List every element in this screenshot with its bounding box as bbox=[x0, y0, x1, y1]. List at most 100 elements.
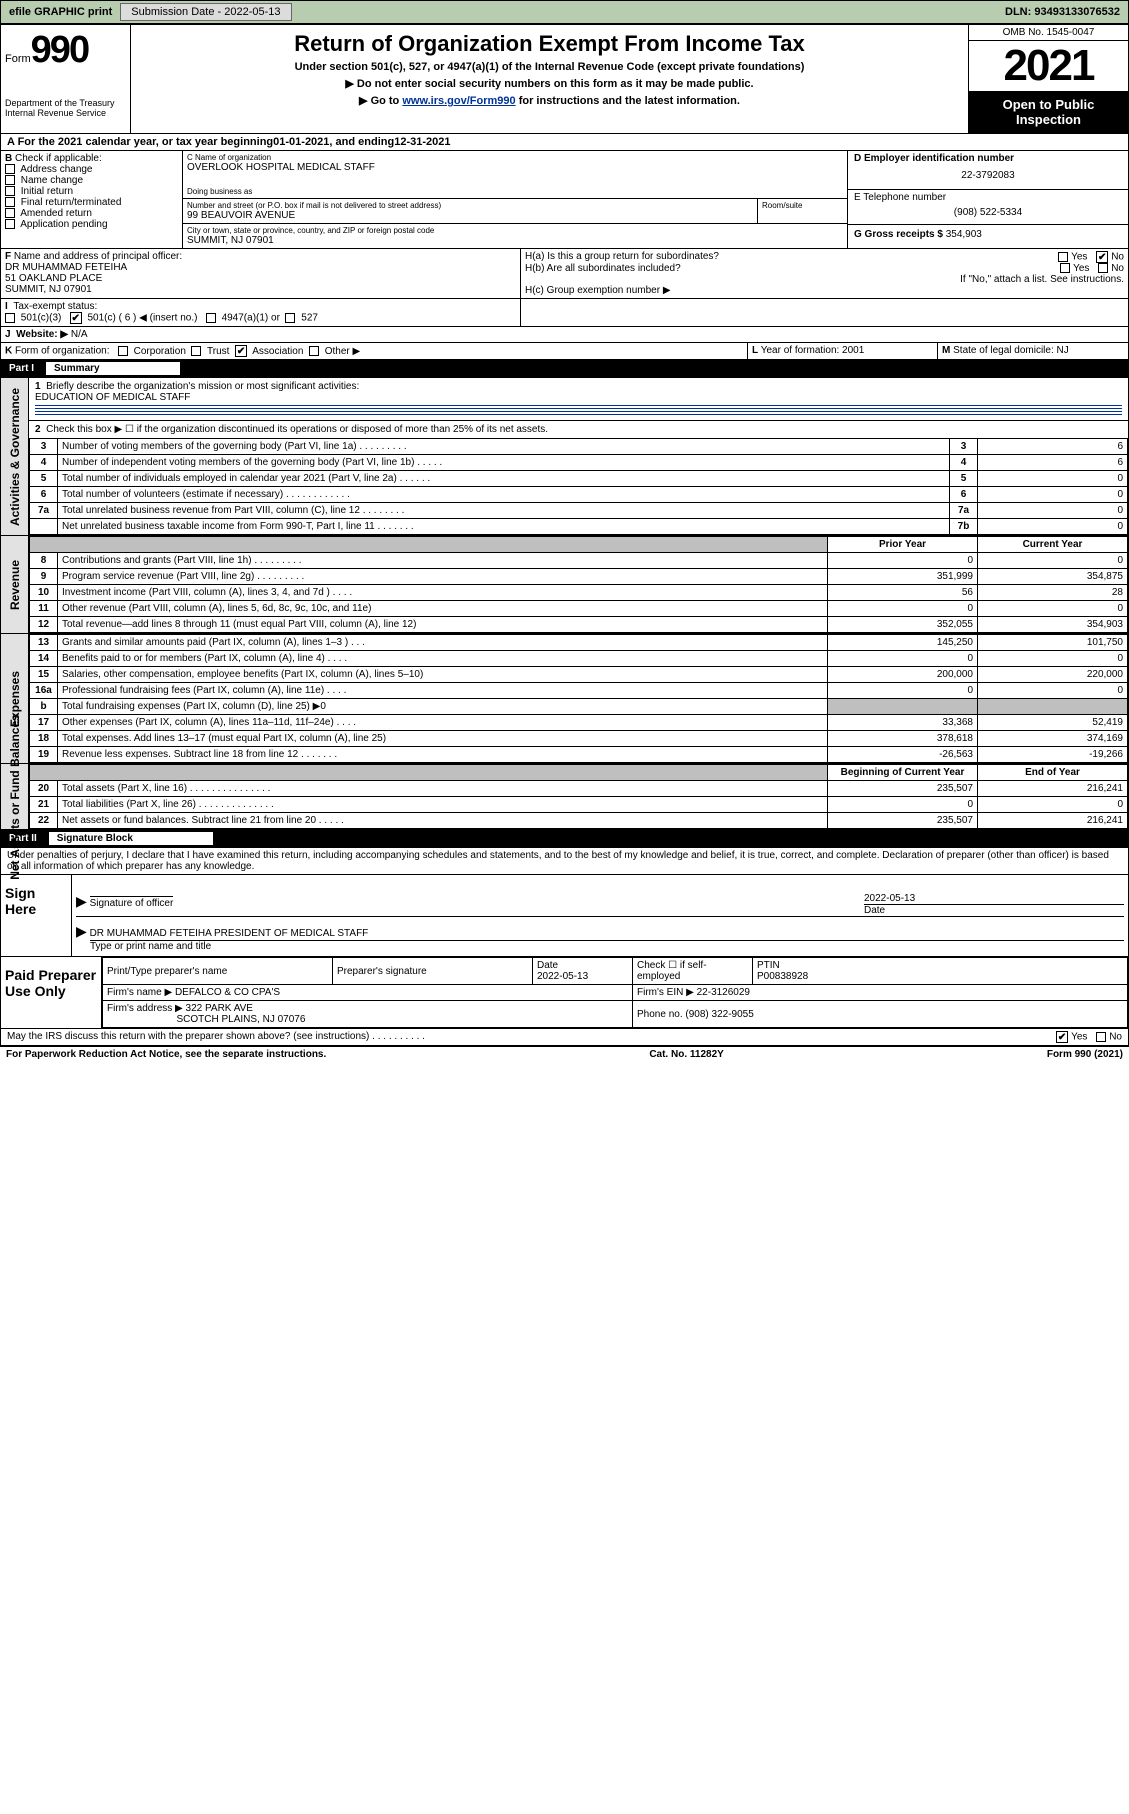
part2-title: Signature Block bbox=[49, 832, 213, 845]
ha-yes-checkbox[interactable] bbox=[1058, 252, 1068, 262]
efile-label: efile GRAPHIC print bbox=[9, 6, 112, 18]
hc-text: H(c) Group exemption number ▶ bbox=[525, 285, 1124, 296]
curr-year-hdr: Current Year bbox=[978, 537, 1128, 553]
submission-date-button[interactable]: Submission Date - 2022-05-13 bbox=[120, 3, 291, 21]
expense-row: 16aProfessional fundraising fees (Part I… bbox=[30, 683, 1128, 699]
period-mid: , and ending bbox=[329, 136, 394, 148]
ha-checks: Yes ✔No bbox=[1052, 251, 1124, 263]
i-o3: 4947(a)(1) or bbox=[222, 313, 280, 324]
cat-no: Cat. No. 11282Y bbox=[649, 1049, 723, 1060]
i-o1: 501(c)(3) bbox=[21, 313, 62, 324]
expense-row: 14Benefits paid to or for members (Part … bbox=[30, 651, 1128, 667]
i-4947-checkbox[interactable] bbox=[206, 313, 216, 323]
netassets-section: Net Assets or Fund Balances Beginning of… bbox=[0, 764, 1129, 830]
revenue-row: 11Other revenue (Part VIII, column (A), … bbox=[30, 601, 1128, 617]
section-j: J Website: ▶ N/A bbox=[0, 327, 1129, 343]
form-header: Form990 Department of the Treasury Inter… bbox=[0, 24, 1129, 134]
firm-addr2: SCOTCH PLAINS, NJ 07076 bbox=[176, 1014, 305, 1025]
b-opt: Address change bbox=[5, 164, 178, 175]
part1-title: Summary bbox=[46, 362, 180, 375]
c-label: C Name of organization bbox=[187, 153, 843, 162]
section-i: I Tax-exempt status: 501(c)(3) ✔ 501(c) … bbox=[0, 299, 1129, 327]
hb-yes-checkbox[interactable] bbox=[1060, 263, 1070, 273]
k-opt-checkbox[interactable] bbox=[191, 346, 201, 356]
q1-text: Briefly describe the organization's miss… bbox=[46, 381, 359, 392]
dept-label: Department of the Treasury bbox=[5, 98, 126, 108]
ha-no-checkbox[interactable]: ✔ bbox=[1096, 251, 1108, 263]
sig-officer-label: Signature of officer bbox=[90, 896, 174, 909]
summary-row: Net unrelated business taxable income fr… bbox=[30, 519, 1128, 535]
form-subtitle: Under section 501(c), 527, or 4947(a)(1)… bbox=[137, 61, 962, 73]
discuss-no-checkbox[interactable] bbox=[1096, 1032, 1106, 1042]
paid-preparer-block: Paid Preparer Use Only Print/Type prepar… bbox=[0, 957, 1129, 1029]
e-label: E Telephone number bbox=[854, 192, 1122, 203]
b-opt-checkbox[interactable] bbox=[5, 175, 15, 185]
netassets-row: 22Net assets or fund balances. Subtract … bbox=[30, 813, 1128, 829]
city-value: SUMMIT, NJ 07901 bbox=[187, 235, 843, 246]
section-h: H(a) Is this a group return for subordin… bbox=[521, 249, 1128, 298]
end-year-hdr: End of Year bbox=[978, 765, 1128, 781]
header-mid: Return of Organization Exempt From Incom… bbox=[131, 25, 968, 133]
b-opt: Initial return bbox=[5, 186, 178, 197]
form-hint2: ▶ Go to www.irs.gov/Form990 for instruct… bbox=[137, 94, 962, 107]
q1-val: EDUCATION OF MEDICAL STAFF bbox=[35, 392, 190, 403]
b-opt: Final return/terminated bbox=[5, 197, 178, 208]
revenue-row: 12Total revenue—add lines 8 through 11 (… bbox=[30, 617, 1128, 633]
m-label: M bbox=[942, 345, 950, 356]
phone-value: (908) 522-5334 bbox=[854, 203, 1122, 222]
b-opt-checkbox[interactable] bbox=[5, 186, 15, 196]
q2-text: Check this box ▶ ☐ if the organization d… bbox=[46, 424, 548, 435]
pra-notice: For Paperwork Reduction Act Notice, see … bbox=[6, 1049, 326, 1060]
j-web: Website: ▶ bbox=[16, 329, 68, 340]
d-label: D Employer identification number bbox=[854, 153, 1122, 164]
bcdeg-block: B Check if applicable: Address change Na… bbox=[0, 151, 1129, 249]
form-title: Return of Organization Exempt From Incom… bbox=[137, 31, 962, 57]
b-opt: Application pending bbox=[5, 219, 178, 230]
firm-name: DEFALCO & CO CPA'S bbox=[175, 987, 280, 998]
ptin-label: PTIN bbox=[757, 960, 780, 971]
officer-addr1: 51 OAKLAND PLACE bbox=[5, 273, 102, 284]
k-opt-checkbox[interactable] bbox=[309, 346, 319, 356]
period-begin: 01-01-2021 bbox=[273, 136, 329, 148]
hb-no-checkbox[interactable] bbox=[1098, 263, 1108, 273]
sign-here-block: Sign Here ▶ Signature of officer 2022-05… bbox=[0, 875, 1129, 957]
firm-phone-label: Phone no. bbox=[637, 1009, 683, 1020]
dba-label: Doing business as bbox=[187, 187, 843, 196]
rev-vert-text: Revenue bbox=[8, 559, 22, 609]
klm-row: K Form of organization: Corporation Trus… bbox=[0, 343, 1129, 360]
b-opt-checkbox[interactable] bbox=[5, 208, 15, 218]
open-inspection: Open to Public Inspection bbox=[969, 91, 1128, 133]
expense-row: bTotal fundraising expenses (Part IX, co… bbox=[30, 699, 1128, 715]
summary-row: 6Total number of volunteers (estimate if… bbox=[30, 487, 1128, 503]
k-opt: Other ▶ bbox=[303, 346, 360, 357]
h-note: If "No," attach a list. See instructions… bbox=[525, 274, 1124, 285]
irs-link[interactable]: www.irs.gov/Form990 bbox=[402, 95, 515, 107]
part1-header: Part I Summary bbox=[0, 360, 1129, 378]
b-opt-checkbox[interactable] bbox=[5, 197, 15, 207]
gov-vertlabel: Activities & Governance bbox=[1, 378, 29, 535]
hb-text: H(b) Are all subordinates included? bbox=[525, 263, 681, 274]
k-opt-checkbox[interactable]: ✔ bbox=[235, 345, 247, 357]
netassets-row: 20Total assets (Part X, line 16) . . . .… bbox=[30, 781, 1128, 797]
form-prefix: Form bbox=[5, 53, 31, 65]
i-tax: Tax-exempt status: bbox=[13, 301, 97, 312]
firm-addr-label: Firm's address ▶ bbox=[107, 1003, 183, 1014]
header-right: OMB No. 1545-0047 2021 Open to Public In… bbox=[968, 25, 1128, 133]
revenue-row: 9Program service revenue (Part VIII, lin… bbox=[30, 569, 1128, 585]
officer-addr2: SUMMIT, NJ 07901 bbox=[5, 284, 92, 295]
period-row: A For the 2021 calendar year, or tax yea… bbox=[0, 134, 1129, 151]
period-prefix: A For the 2021 calendar year, or tax yea… bbox=[7, 136, 273, 148]
i-527-checkbox[interactable] bbox=[285, 313, 295, 323]
g-value: 354,903 bbox=[946, 229, 982, 240]
gov-vert-text: Activities & Governance bbox=[8, 387, 22, 525]
prior-year-hdr: Prior Year bbox=[828, 537, 978, 553]
i-501c-checkbox[interactable]: ✔ bbox=[70, 312, 82, 324]
i-501c3-checkbox[interactable] bbox=[5, 313, 15, 323]
part2-header: Part II Signature Block bbox=[0, 830, 1129, 848]
discuss-yes-checkbox[interactable]: ✔ bbox=[1056, 1031, 1068, 1043]
period-end: 12-31-2021 bbox=[394, 136, 450, 148]
b-opt-checkbox[interactable] bbox=[5, 164, 15, 174]
k-opt-checkbox[interactable] bbox=[118, 346, 128, 356]
part1-label: Part I bbox=[9, 363, 34, 374]
b-opt-checkbox[interactable] bbox=[5, 219, 15, 229]
